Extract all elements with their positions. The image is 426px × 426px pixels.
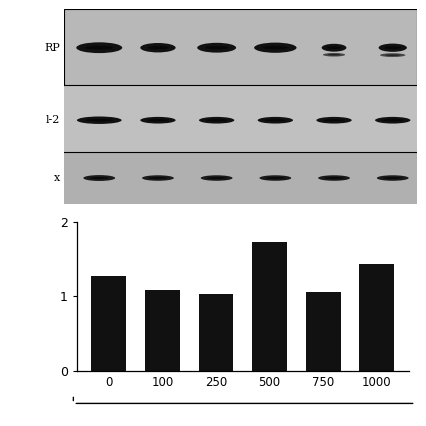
Ellipse shape	[327, 46, 342, 49]
Ellipse shape	[258, 117, 293, 124]
Ellipse shape	[254, 43, 296, 53]
Ellipse shape	[259, 175, 291, 181]
Ellipse shape	[86, 119, 112, 121]
Bar	[252, 242, 287, 371]
Bar	[306, 291, 341, 371]
Bar	[199, 294, 233, 371]
Ellipse shape	[148, 177, 167, 179]
Ellipse shape	[382, 119, 403, 121]
Ellipse shape	[323, 53, 345, 57]
Ellipse shape	[76, 42, 122, 53]
Text: l-2: l-2	[46, 115, 60, 125]
Bar	[145, 290, 180, 371]
Ellipse shape	[206, 119, 227, 121]
Ellipse shape	[207, 177, 226, 179]
Ellipse shape	[205, 46, 228, 49]
Ellipse shape	[266, 177, 285, 179]
Ellipse shape	[77, 116, 121, 124]
Ellipse shape	[265, 119, 286, 121]
Ellipse shape	[147, 46, 169, 49]
Ellipse shape	[385, 55, 400, 56]
Ellipse shape	[377, 175, 409, 181]
Ellipse shape	[323, 119, 345, 121]
Ellipse shape	[375, 117, 410, 124]
Ellipse shape	[327, 54, 341, 55]
Text: RP: RP	[45, 43, 60, 53]
Ellipse shape	[262, 46, 288, 49]
Text: x: x	[54, 173, 60, 183]
Ellipse shape	[318, 175, 350, 181]
Ellipse shape	[384, 46, 401, 49]
Ellipse shape	[380, 53, 406, 57]
Ellipse shape	[142, 175, 174, 181]
Bar	[360, 264, 394, 371]
Ellipse shape	[325, 177, 344, 179]
Ellipse shape	[197, 43, 236, 52]
Ellipse shape	[140, 43, 176, 52]
Bar	[64, 152, 417, 204]
Ellipse shape	[86, 46, 113, 49]
Bar	[64, 85, 417, 152]
Ellipse shape	[199, 117, 234, 124]
Ellipse shape	[379, 43, 407, 52]
Ellipse shape	[83, 175, 115, 181]
Ellipse shape	[317, 117, 352, 124]
Ellipse shape	[90, 177, 109, 179]
Ellipse shape	[322, 44, 346, 52]
Ellipse shape	[147, 119, 169, 121]
Ellipse shape	[383, 177, 402, 179]
Bar	[92, 276, 126, 371]
Ellipse shape	[140, 117, 176, 124]
Ellipse shape	[201, 175, 233, 181]
